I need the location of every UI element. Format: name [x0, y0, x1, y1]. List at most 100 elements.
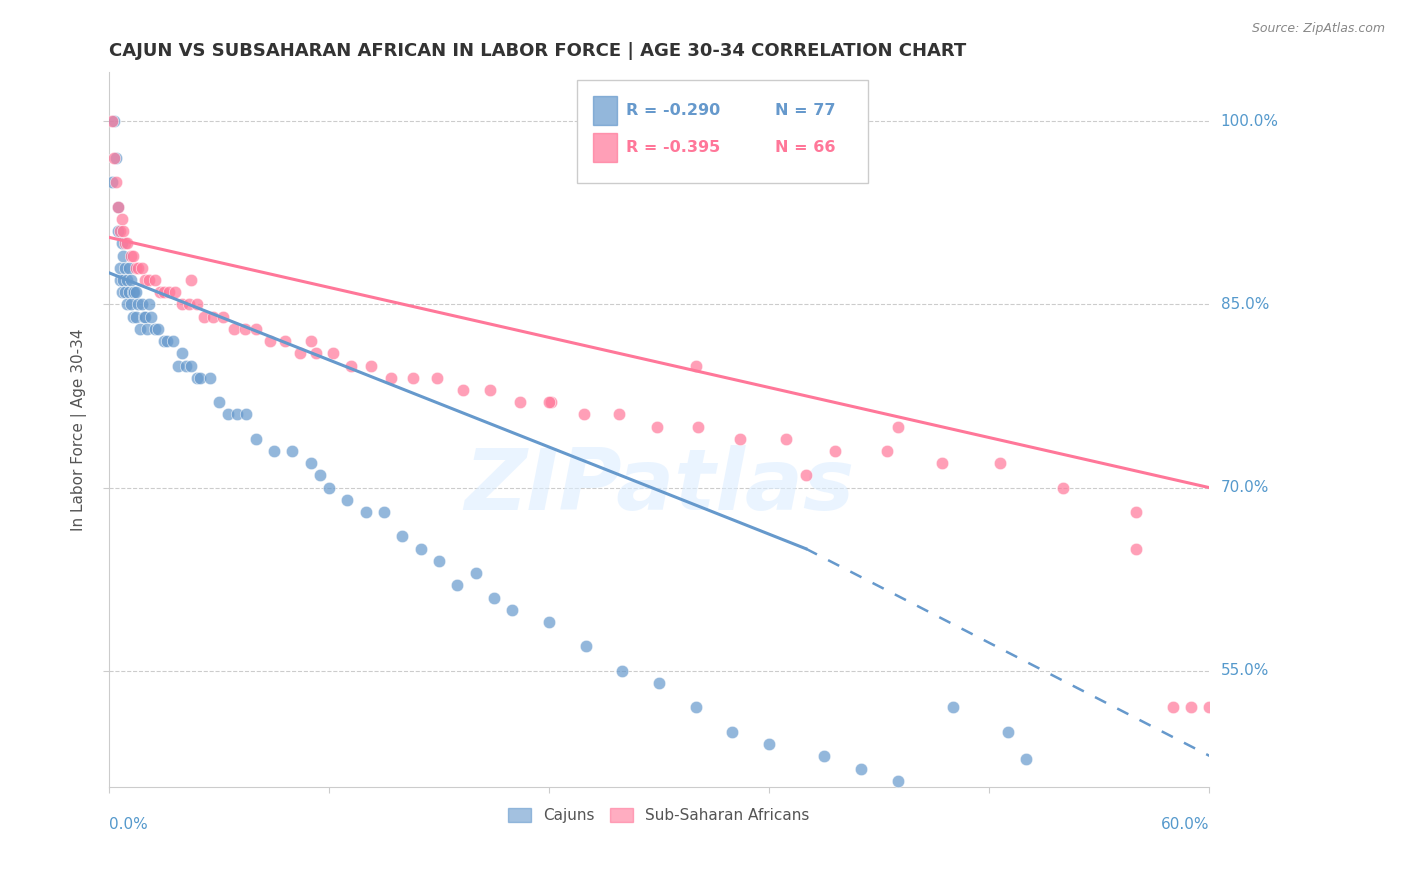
Point: [180, 359, 202, 373]
Point: [125, 285, 148, 300]
Point: [132, 310, 155, 324]
Point: [114, 260, 136, 275]
Point: [274, 334, 297, 348]
Text: ZIPatlas: ZIPatlas: [464, 445, 855, 528]
Point: [572, 408, 595, 422]
Point: [758, 737, 780, 751]
Point: [1198, 700, 1220, 714]
Point: [107, 200, 129, 214]
Point: [728, 432, 751, 446]
Point: [162, 334, 184, 348]
Point: [226, 408, 249, 422]
Point: [110, 236, 132, 251]
Point: [607, 408, 630, 422]
Point: [108, 260, 131, 275]
Point: [426, 370, 449, 384]
Point: [153, 334, 176, 348]
Point: [114, 236, 136, 251]
Point: [174, 359, 197, 373]
Point: [988, 456, 1011, 470]
Point: [391, 529, 413, 543]
Point: [322, 346, 344, 360]
Point: [1015, 752, 1038, 766]
Point: [281, 444, 304, 458]
Point: [997, 725, 1019, 739]
Point: [509, 395, 531, 409]
Point: [103, 151, 125, 165]
Point: [1125, 541, 1147, 556]
Point: [648, 676, 671, 690]
Point: [501, 603, 523, 617]
Point: [120, 249, 142, 263]
Point: [259, 334, 281, 348]
Point: [540, 395, 562, 409]
Text: 100.0%: 100.0%: [1220, 114, 1278, 128]
Point: [336, 492, 359, 507]
Point: [446, 578, 468, 592]
Point: [139, 310, 162, 324]
Point: [288, 346, 311, 360]
Point: [108, 273, 131, 287]
Point: [482, 591, 505, 605]
Point: [121, 310, 143, 324]
Point: [479, 383, 502, 397]
Point: [451, 383, 474, 397]
Point: [118, 260, 141, 275]
Point: [245, 322, 267, 336]
Text: R = -0.290: R = -0.290: [626, 103, 720, 118]
Point: [103, 114, 125, 128]
FancyBboxPatch shape: [593, 96, 617, 125]
Point: [299, 334, 322, 348]
Point: [115, 236, 138, 251]
Text: R = -0.395: R = -0.395: [626, 140, 720, 155]
Point: [198, 370, 221, 384]
Point: [121, 285, 143, 300]
Point: [217, 408, 239, 422]
Point: [163, 285, 186, 300]
Point: [686, 419, 709, 434]
Point: [149, 285, 172, 300]
Point: [115, 297, 138, 311]
Point: [409, 541, 432, 556]
Point: [131, 297, 153, 311]
Point: [112, 224, 135, 238]
Point: [876, 444, 898, 458]
Point: [235, 408, 257, 422]
Point: [157, 285, 180, 300]
Point: [612, 664, 634, 678]
Point: [148, 322, 170, 336]
Point: [134, 310, 156, 324]
Point: [886, 773, 908, 788]
Point: [153, 285, 176, 300]
Point: [143, 273, 166, 287]
Point: [138, 297, 160, 311]
Point: [138, 273, 160, 287]
Point: [105, 175, 128, 189]
Point: [136, 322, 159, 336]
Point: [110, 285, 132, 300]
Point: [211, 310, 233, 324]
Point: [127, 260, 149, 275]
Point: [129, 322, 152, 336]
Text: 55.0%: 55.0%: [1220, 664, 1268, 678]
Point: [180, 273, 202, 287]
Point: [131, 260, 153, 275]
Point: [110, 211, 132, 226]
Point: [193, 310, 215, 324]
Point: [575, 640, 598, 654]
Point: [824, 444, 846, 458]
Point: [222, 322, 245, 336]
Point: [121, 249, 143, 263]
Point: [340, 359, 363, 373]
Point: [318, 481, 340, 495]
FancyBboxPatch shape: [593, 133, 617, 161]
Point: [263, 444, 285, 458]
Text: 70.0%: 70.0%: [1220, 480, 1268, 495]
Text: N = 77: N = 77: [775, 103, 835, 118]
FancyBboxPatch shape: [576, 79, 869, 183]
Point: [886, 419, 908, 434]
Point: [1180, 700, 1202, 714]
Point: [373, 505, 395, 519]
Text: 0.0%: 0.0%: [108, 817, 148, 832]
Y-axis label: In Labor Force | Age 30-34: In Labor Force | Age 30-34: [72, 328, 87, 531]
